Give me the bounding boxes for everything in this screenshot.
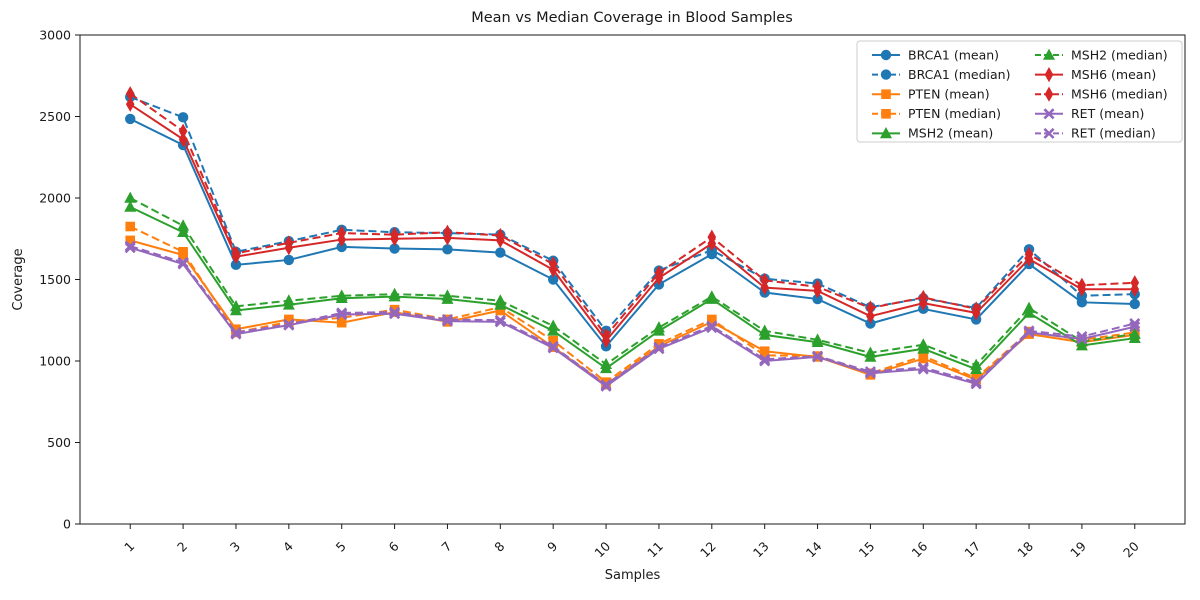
series-ret-median bbox=[124, 240, 1141, 391]
legend-label: RET (mean) bbox=[1071, 106, 1144, 121]
x-tick-label: 1 bbox=[121, 539, 137, 555]
x-tick-label: 3 bbox=[227, 539, 243, 555]
x-tick-label: 20 bbox=[1120, 538, 1142, 560]
y-tick-label: 2000 bbox=[39, 190, 71, 205]
y-tick-label: 2500 bbox=[39, 109, 71, 124]
chart-title: Mean vs Median Coverage in Blood Samples bbox=[471, 10, 793, 26]
x-tick-label: 5 bbox=[333, 539, 349, 555]
y-tick-label: 1000 bbox=[39, 353, 71, 368]
x-tick-label: 6 bbox=[385, 538, 401, 554]
x-tick-label: 13 bbox=[750, 539, 772, 561]
x-tick-label: 18 bbox=[1014, 538, 1036, 560]
legend-item-msh6-mean: MSH6 (mean) bbox=[1035, 67, 1156, 83]
legend-label: BRCA1 (mean) bbox=[908, 47, 999, 62]
x-tick-label: 10 bbox=[591, 538, 613, 560]
legend: BRCA1 (mean) BRCA1 (median) PTEN (mean) PTE… bbox=[856, 40, 1183, 143]
x-tick-label: 2 bbox=[174, 539, 190, 555]
legend-item-msh6-median: MSH6 (median) bbox=[1035, 87, 1168, 102]
x-tick-label: 17 bbox=[961, 539, 983, 561]
legend-item-ret-median: RET (median) bbox=[1035, 126, 1156, 141]
legend-item-pten-mean: PTEN (mean) bbox=[872, 87, 990, 102]
legend-label: PTEN (mean) bbox=[908, 87, 990, 102]
legend-label: MSH2 (median) bbox=[1071, 47, 1168, 62]
x-tick-label: 8 bbox=[491, 538, 507, 554]
x-tick-label: 12 bbox=[697, 539, 719, 561]
legend-label: MSH6 (median) bbox=[1071, 87, 1168, 102]
legend-label: MSH2 (mean) bbox=[908, 126, 993, 141]
legend-item-ret-mean: RET (mean) bbox=[1035, 106, 1144, 121]
legend-label: BRCA1 (median) bbox=[908, 67, 1010, 82]
x-tick-label: 19 bbox=[1067, 538, 1089, 560]
legend-item-brca1-median: BRCA1 (median) bbox=[872, 67, 1010, 82]
legend-label: RET (median) bbox=[1071, 126, 1156, 141]
y-tick-label: 1500 bbox=[39, 272, 71, 287]
x-axis: 1 2 3 4 5 6 7 8 9 10 11 12 13 14 15 16 17 18 19 20 bbox=[121, 524, 1142, 560]
y-tick-label: 3000 bbox=[39, 27, 71, 42]
x-tick-label: 9 bbox=[544, 538, 560, 554]
legend-item-brca1-mean: BRCA1 (mean) bbox=[872, 47, 999, 62]
legend-label: PTEN (median) bbox=[908, 106, 1001, 121]
x-tick-label: 11 bbox=[644, 539, 666, 561]
x-tick-label: 15 bbox=[856, 539, 878, 561]
y-axis: 0 500 1000 1500 2000 2500 3000 bbox=[39, 27, 80, 531]
x-axis-label: Samples bbox=[605, 568, 661, 583]
y-axis-label: Coverage bbox=[11, 248, 26, 310]
x-tick-label: 16 bbox=[909, 538, 931, 560]
y-tick-label: 0 bbox=[63, 516, 71, 531]
legend-item-msh2-median: MSH2 (median) bbox=[1035, 47, 1168, 62]
series-msh2-median bbox=[124, 191, 1141, 370]
series-msh6-median bbox=[125, 86, 1140, 344]
x-tick-label: 14 bbox=[803, 538, 825, 560]
series-brca1-mean bbox=[125, 113, 1140, 352]
y-tick-label: 500 bbox=[47, 435, 71, 450]
legend-item-pten-median: PTEN (median) bbox=[872, 106, 1001, 121]
x-tick-label: 7 bbox=[438, 539, 454, 555]
legend-item-msh2-mean: MSH2 (mean) bbox=[872, 126, 993, 141]
legend-label: MSH6 (mean) bbox=[1071, 67, 1156, 82]
series-msh2-mean bbox=[124, 200, 1141, 374]
x-tick-label: 4 bbox=[280, 538, 296, 554]
